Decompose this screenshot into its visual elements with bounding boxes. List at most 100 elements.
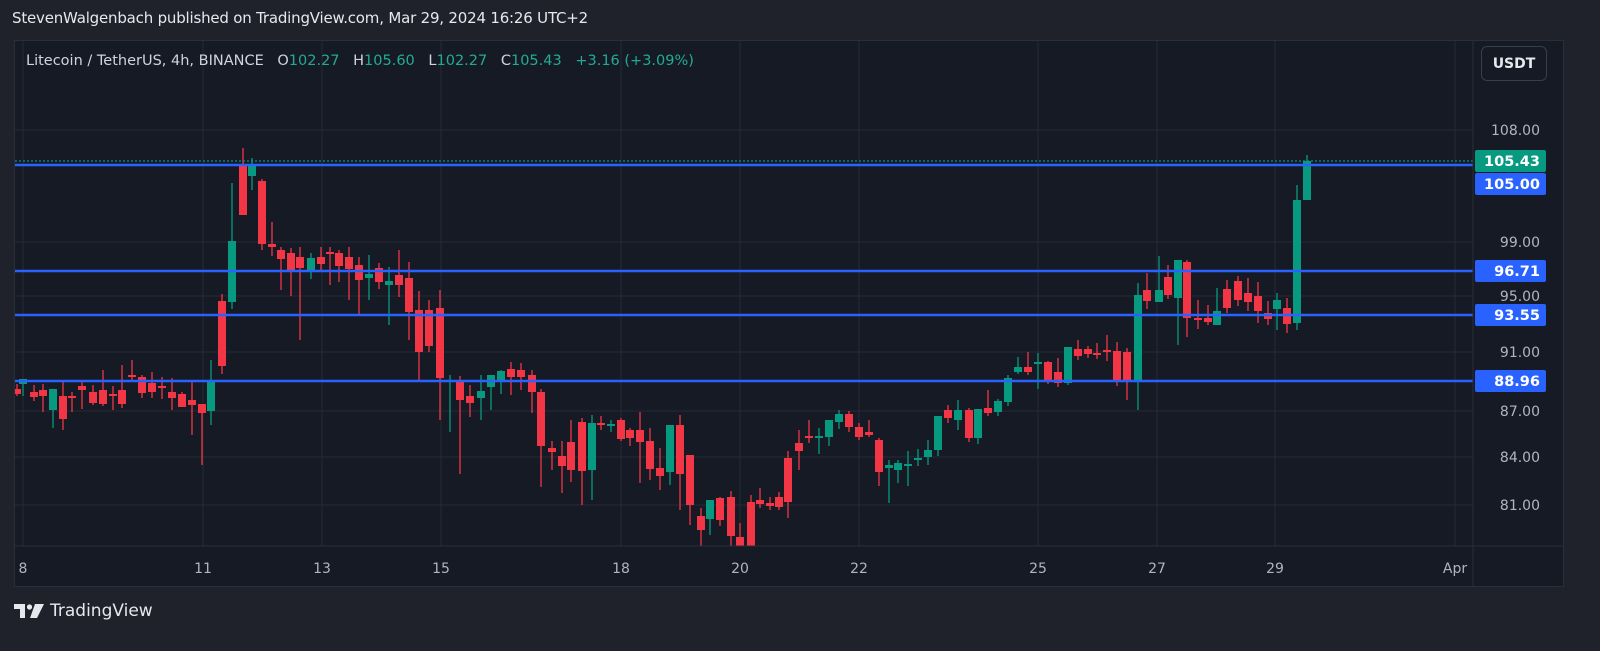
candle-up	[666, 425, 674, 472]
candle-down	[258, 181, 266, 244]
candle-up	[835, 414, 843, 422]
candle-down	[89, 392, 97, 403]
candle-down	[425, 310, 433, 346]
price-badge	[1475, 370, 1546, 392]
open-value: 102.27	[288, 53, 340, 69]
candle-down	[277, 250, 285, 259]
brand-name: TradingView	[50, 601, 153, 621]
candle-down	[548, 448, 556, 452]
candle-down	[1183, 262, 1191, 318]
candle-down	[1054, 372, 1062, 383]
price-badge	[1475, 304, 1546, 326]
price-badge	[1475, 173, 1546, 195]
candle-up	[307, 258, 315, 271]
time-axis-label: 13	[313, 561, 331, 577]
candle-up	[1213, 311, 1221, 325]
candle-down	[656, 468, 664, 476]
time-axis-label: 18	[612, 561, 630, 577]
candle-down	[1024, 367, 1032, 372]
candle-down	[636, 430, 644, 442]
candle-down	[805, 436, 813, 438]
candle-down	[335, 253, 343, 266]
candle-up	[1134, 295, 1142, 380]
candle-down	[517, 370, 525, 377]
candle-down	[39, 390, 47, 396]
close-value: 105.43	[510, 53, 562, 69]
price-axis-label: 108.00	[1491, 123, 1540, 139]
candle-up	[588, 423, 596, 470]
price-badge	[1475, 150, 1546, 172]
candle-up	[885, 465, 893, 468]
candle-up	[1014, 367, 1022, 372]
candle-down	[855, 427, 863, 437]
candle-down	[1113, 351, 1121, 382]
price-axis-label: 81.00	[1500, 498, 1540, 514]
candle-up	[49, 389, 57, 410]
candle-down	[59, 396, 67, 419]
candle-down	[158, 386, 166, 388]
candle-up	[1303, 161, 1311, 200]
candle-down	[239, 164, 247, 215]
candle-down	[287, 253, 295, 270]
candle-down	[1074, 349, 1082, 356]
candle-down	[30, 392, 38, 397]
price-badge	[1475, 260, 1546, 282]
price-badge-text: 105.00	[1484, 177, 1540, 193]
candle-up	[706, 500, 714, 519]
candle-up	[1174, 260, 1182, 298]
price-badge-text: 88.96	[1494, 374, 1540, 390]
price-axis-label: 91.00	[1500, 345, 1540, 361]
currency-button[interactable]: USDT	[1481, 46, 1547, 81]
candle-up	[1273, 300, 1281, 309]
candle-down	[118, 390, 126, 404]
price-axis-label: 99.00	[1500, 235, 1540, 251]
change-value: +3.16 (+3.09%)	[575, 53, 694, 69]
time-axis-label: 27	[1148, 561, 1166, 577]
candle-down	[395, 275, 403, 285]
candle-down	[617, 420, 625, 439]
candle-up	[607, 424, 615, 426]
candle-up	[1064, 347, 1072, 383]
symbol-title[interactable]: Litecoin / TetherUS, 4h, BINANCE	[26, 53, 264, 69]
candle-down	[626, 430, 634, 438]
candle-up	[1034, 362, 1042, 364]
time-axis-label: 8	[19, 561, 28, 577]
candle-down	[1223, 289, 1231, 308]
candle-down	[537, 392, 545, 446]
candle-up	[894, 463, 902, 470]
price-axis-label: 95.00	[1500, 289, 1540, 305]
candle-down	[1123, 352, 1131, 380]
candle-down	[148, 383, 156, 392]
candle-down	[716, 498, 724, 520]
candle-up	[207, 380, 215, 411]
candle-down	[697, 516, 705, 530]
candle-down	[1093, 353, 1101, 355]
candle-down	[1103, 350, 1111, 352]
candle-down	[99, 390, 107, 404]
candle-down	[188, 400, 196, 405]
price-axis-label: 87.00	[1500, 404, 1540, 420]
candle-down	[1164, 277, 1172, 295]
candle-down	[784, 458, 792, 502]
low-value: 102.27	[436, 53, 488, 69]
candle-down	[466, 396, 474, 403]
candle-down	[558, 456, 566, 466]
candle-down	[646, 441, 654, 469]
price-badge-text: 105.43	[1484, 154, 1540, 170]
high-label: H	[353, 53, 365, 69]
price-badge-text: 93.55	[1494, 308, 1540, 324]
candle-up	[248, 166, 256, 176]
candle-up	[1155, 290, 1163, 302]
candle-up	[1004, 378, 1012, 402]
time-axis-label: 22	[850, 561, 868, 577]
candle-down	[528, 375, 536, 392]
candle-down	[138, 377, 146, 393]
candle-down	[736, 537, 744, 546]
candle-down	[747, 502, 755, 546]
time-axis-label: Apr	[1443, 561, 1467, 577]
candle-down	[1194, 318, 1202, 320]
candle-down	[727, 497, 735, 536]
candle-up	[1293, 200, 1301, 323]
footer-brand: TradingView	[14, 601, 153, 621]
